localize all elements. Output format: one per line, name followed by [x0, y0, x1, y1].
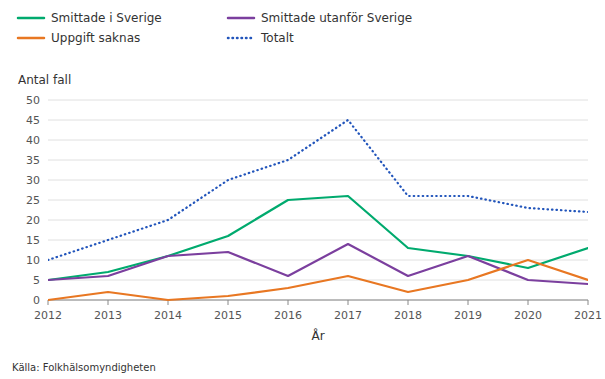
chart: Smittade i Sverige Smittade utanför Sveri…	[0, 0, 605, 379]
x-tick-label: 2014	[154, 309, 182, 322]
x-axis-label: År	[311, 328, 324, 343]
y-tick-label: 35	[26, 154, 40, 167]
x-tick-label: 2012	[34, 309, 62, 322]
x-tick-label: 2015	[214, 309, 242, 322]
x-tick	[468, 300, 469, 305]
legend-swatch	[18, 17, 44, 20]
legend-label: Smittade i Sverige	[51, 11, 162, 25]
y-tick-label: 45	[26, 114, 40, 127]
legend-item: Uppgift saknas	[18, 31, 140, 45]
grid-line	[48, 120, 588, 121]
grid-line	[48, 160, 588, 161]
legend-label: Totalt	[260, 31, 294, 45]
y-tick-label: 30	[26, 174, 40, 187]
x-tick	[228, 300, 229, 305]
grid-line	[48, 220, 588, 221]
legend-swatch	[228, 37, 254, 40]
legend-swatch	[18, 37, 44, 40]
x-axis-line	[48, 300, 588, 301]
legend-label: Smittade utanför Sverige	[261, 11, 412, 25]
source: Källa: Folkhälsomyndigheten	[12, 362, 156, 373]
x-tick-label: 2021	[574, 309, 602, 322]
x-axis: 2012 2013 2014 2015 2016 2017 2018 2019 2020 2021	[34, 300, 602, 322]
legend-swatch	[228, 17, 254, 20]
x-tick-label: 2016	[274, 309, 302, 322]
y-axis: 0 5 10 15 20 25 30 35 40 45 50	[26, 94, 588, 307]
x-tick-label: 2013	[94, 309, 122, 322]
grid-line	[48, 100, 588, 101]
x-tick-label: 2020	[514, 309, 542, 322]
x-tick	[588, 300, 589, 305]
legend-item: Smittade utanför Sverige	[228, 11, 412, 25]
series-line	[48, 244, 588, 284]
grid-line	[48, 180, 588, 181]
grid-line	[48, 280, 588, 281]
legend-item: Smittade i Sverige	[18, 11, 162, 25]
x-tick-label: 2019	[454, 309, 482, 322]
legend-label: Uppgift saknas	[51, 31, 140, 45]
grid-line	[48, 300, 588, 301]
y-axis-label: Antal fall	[18, 73, 71, 87]
series-group	[48, 120, 588, 300]
y-tick-label: 0	[33, 294, 40, 307]
y-tick-label: 15	[26, 234, 40, 247]
y-tick-label: 10	[26, 254, 40, 267]
y-tick-label: 5	[33, 274, 40, 287]
legend: Smittade i Sverige Smittade utanför Sveri…	[18, 11, 412, 45]
series-line	[48, 260, 588, 300]
x-tick	[348, 300, 349, 305]
y-tick-label: 20	[26, 214, 40, 227]
y-tick-label: 25	[26, 194, 40, 207]
x-tick-label: 2018	[394, 309, 422, 322]
x-tick	[408, 300, 409, 305]
x-tick	[288, 300, 289, 305]
series-line	[48, 120, 588, 260]
grid-line	[48, 240, 588, 241]
legend-item: Totalt	[228, 31, 294, 45]
x-tick-label: 2017	[334, 309, 362, 322]
y-tick-label: 50	[26, 94, 40, 107]
x-tick	[108, 300, 109, 305]
grid-line	[48, 200, 588, 201]
y-tick-label: 40	[26, 134, 40, 147]
x-tick	[528, 300, 529, 305]
